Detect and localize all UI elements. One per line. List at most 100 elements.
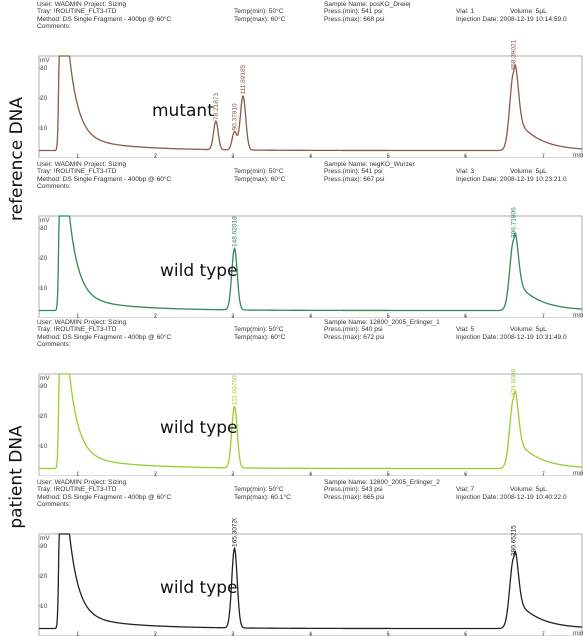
genotype-annotation: wild type [160, 261, 238, 281]
meta-volume: Volume: 5µL [510, 486, 547, 493]
y-tick-label: 20 [40, 255, 48, 262]
x-tick-label: 6 [464, 154, 467, 159]
plot-frame [39, 374, 582, 476]
meta-user: User: WADMIN [37, 479, 82, 486]
meta-volume: Volume: 5µL [510, 8, 547, 15]
x-tick-label: 4 [309, 154, 312, 159]
x-tick-label: 7 [542, 632, 545, 636]
meta-tray: Tray: !ROUTINE_FLT3-ITD [37, 486, 117, 493]
meta-press-min: Press.(min): 543 psi [324, 486, 383, 493]
meta-injection: Injection Date: 2008-12-19 10:23:21.0 [456, 176, 567, 183]
meta-method: Method: DS Single Fragment - 400bp @ 60°… [37, 334, 171, 341]
reference-dna-label: reference DNA [0, 0, 34, 318]
genotype-annotation: wild type [160, 418, 238, 438]
meta-vial: Vial: 7 [456, 486, 474, 493]
y-axis-label: mV [40, 57, 50, 64]
peak-label: 424.6008 [511, 369, 518, 396]
meta-tray: Tray: !ROUTINE_FLT3-ITD [37, 326, 117, 333]
meta-volume: Volume: 5µL [510, 326, 547, 333]
meta-method: Method: DS Single Fragment - 400bp @ 60°… [37, 494, 171, 501]
meta-method: Method: DS Single Fragment - 400bp @ 60°… [37, 176, 171, 183]
meta-project: Project: Sizing [84, 161, 126, 168]
meta-method: Method: DS Single Fragment - 400bp @ 60°… [37, 16, 171, 23]
y-tick-label: 10 [40, 443, 48, 450]
x-tick-label: 2 [154, 154, 157, 159]
x-tick-label: 3 [231, 472, 234, 477]
meta-temp-min: Temp(min): 50°C [234, 168, 284, 175]
meta-injection: Injection Date: 2008-12-19 10:40:22.0 [456, 494, 567, 501]
y-tick-label: 10 [40, 285, 48, 292]
peak-label: 396.71806 [511, 207, 518, 238]
patient-dna-label: patient DNA [0, 318, 34, 635]
meta-temp-max: Temp(max): 60°C [234, 16, 285, 23]
x-tick-label: 2 [154, 472, 157, 477]
peak-label: 111.89185 [240, 64, 247, 94]
y-tick-label: 10 [40, 603, 48, 610]
meta-temp-max: Temp(max): 60.1°C [234, 494, 291, 501]
meta-project: Project: Sizing [84, 1, 126, 8]
meta-sample: Sample Name: 12600_2005_Erlinger_1 [324, 319, 440, 326]
peak-label: 111.06760 [231, 375, 238, 405]
meta-temp-min: Temp(min): 50°C [234, 486, 284, 493]
meta-press-max: Press.(max): 665 psi [324, 494, 384, 501]
x-axis-label: min [573, 470, 583, 476]
peak-label: 165.30720 [231, 518, 238, 547]
meta-tray: Tray: !ROUTINE_FLT3-ITD [37, 168, 117, 175]
meta-tray: Tray: !ROUTINE_FLT3-ITD [37, 8, 117, 15]
genotype-annotation: wild type [160, 578, 238, 598]
genotype-annotation: mutant [152, 101, 214, 121]
meta-temp-min: Temp(min): 50°C [234, 8, 284, 15]
x-tick-label: 5 [387, 632, 390, 636]
meta-vial: Vial: 1 [456, 8, 474, 15]
peak-label: 78.21873 [213, 93, 220, 120]
plot-frame [39, 216, 582, 318]
peak-label: 458.39021 [511, 40, 518, 71]
x-axis-label: min [573, 152, 583, 158]
x-tick-label: 6 [464, 632, 467, 636]
meta-comments: Comments: [37, 501, 71, 508]
meta-sample: Sample Name: 12600_2005_Erlinger_2 [324, 479, 440, 486]
meta-user: User: WADMIN [37, 319, 82, 326]
x-tick-label: 2 [154, 632, 157, 636]
meta-project: Project: Sizing [84, 479, 126, 486]
meta-project: Project: Sizing [84, 319, 126, 326]
meta-comments: Comments: [37, 23, 71, 30]
meta-comments: Comments: [37, 183, 71, 190]
x-tick-label: 5 [387, 154, 390, 159]
x-tick-label: 5 [387, 472, 390, 477]
meta-temp-min: Temp(min): 50°C [234, 326, 284, 333]
x-tick-label: 1 [76, 632, 79, 636]
reference-dna-text: reference DNA [7, 97, 27, 221]
peak-label: 380.65215 [511, 525, 518, 556]
x-tick-label: 1 [76, 472, 79, 477]
meta-sample: Sample Name: posKO_Dreiej [324, 1, 411, 8]
plot-frame [39, 56, 582, 158]
meta-injection: Injection Date: 2008-12-19 10:31:49.0 [456, 334, 567, 341]
meta-press-min: Press.(min): 540 psi [324, 326, 383, 333]
y-axis-label: mV [40, 535, 50, 542]
meta-vial: Vial: 3 [456, 168, 474, 175]
x-tick-label: 4 [309, 472, 312, 477]
meta-user: User: WADMIN [37, 161, 82, 168]
y-tick-label: 20 [40, 95, 48, 102]
y-axis-label: mV [40, 217, 50, 224]
meta-comments: Comments: [37, 341, 71, 348]
meta-injection: Injection Date: 2008-12-19 10:14:59.0 [456, 16, 567, 23]
x-axis-label: min [573, 630, 583, 636]
y-tick-label: 30 [40, 65, 48, 72]
y-axis-label: mV [40, 375, 50, 382]
y-tick-label: 20 [40, 413, 48, 420]
meta-temp-max: Temp(max): 60°C [234, 176, 285, 183]
meta-press-max: Press.(max): 672 psi [324, 334, 384, 341]
